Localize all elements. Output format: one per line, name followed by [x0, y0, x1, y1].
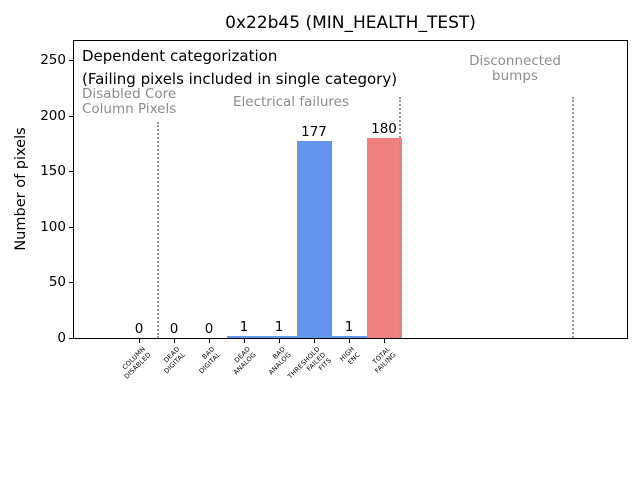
bar: [366, 138, 402, 338]
bar-value-label: 1: [239, 319, 249, 335]
separator-line: [157, 122, 159, 338]
y-tick-label: 150: [40, 163, 66, 179]
bar-value-label: 1: [274, 319, 284, 335]
x-tick-mark: [279, 339, 280, 343]
x-tick-label: TOTAL FAILING: [370, 345, 398, 375]
y-tick-label: 50: [48, 274, 66, 290]
bar-value-label: 177: [301, 124, 327, 140]
bar: [226, 336, 262, 338]
separator-line: [399, 97, 401, 338]
x-tick-mark: [174, 339, 175, 343]
y-tick-label: 250: [40, 52, 66, 68]
x-tick-mark: [209, 339, 210, 343]
y-tick-mark: [69, 116, 73, 117]
y-tick-mark: [69, 227, 73, 228]
x-tick-label: THRESHOLD FAILED FITS: [286, 345, 333, 381]
y-tick-mark: [69, 338, 73, 339]
x-tick-mark: [384, 339, 385, 343]
annotation-dependent-2: (Failing pixels included in single categ…: [82, 70, 398, 88]
chart-title: 0x22b45 (MIN_HEALTH_TEST): [225, 13, 476, 33]
y-tick-label: 0: [57, 330, 66, 346]
x-tick-mark: [314, 339, 315, 343]
bar-value-label: 180: [371, 121, 397, 137]
plot-area: [73, 40, 628, 339]
bar: [261, 336, 297, 338]
bar-value-label: 0: [204, 321, 214, 337]
y-tick-label: 200: [40, 108, 66, 124]
bar-value-label: 0: [134, 321, 144, 337]
annotation-dependent-1: Dependent categorization: [82, 47, 278, 65]
annotation-disabled-core: Disabled Core Column Pixels: [82, 86, 177, 117]
x-tick-label: DEAD ANALOG: [231, 345, 258, 377]
x-tick-mark: [139, 339, 140, 343]
bar-value-label: 1: [344, 319, 354, 335]
separator-line: [572, 97, 574, 338]
y-tick-mark: [69, 60, 73, 61]
y-tick-mark: [69, 282, 73, 283]
x-tick-label: DEAD DIGITAL: [162, 345, 188, 376]
y-tick-mark: [69, 171, 73, 172]
x-tick-label: COLUMN DISABLED: [120, 345, 153, 381]
y-tick-label: 100: [40, 219, 66, 235]
x-tick-mark: [244, 339, 245, 343]
bar-value-label: 0: [169, 321, 179, 337]
x-tick-label: BAD DIGITAL: [197, 345, 223, 376]
annotation-electrical: Electrical failures: [232, 94, 349, 110]
x-tick-mark: [349, 339, 350, 343]
bar: [331, 336, 367, 338]
bar: [296, 141, 332, 338]
x-tick-label: HIGH ENC: [338, 345, 363, 367]
annotation-disconnected: Disconnected bumps: [469, 53, 561, 84]
